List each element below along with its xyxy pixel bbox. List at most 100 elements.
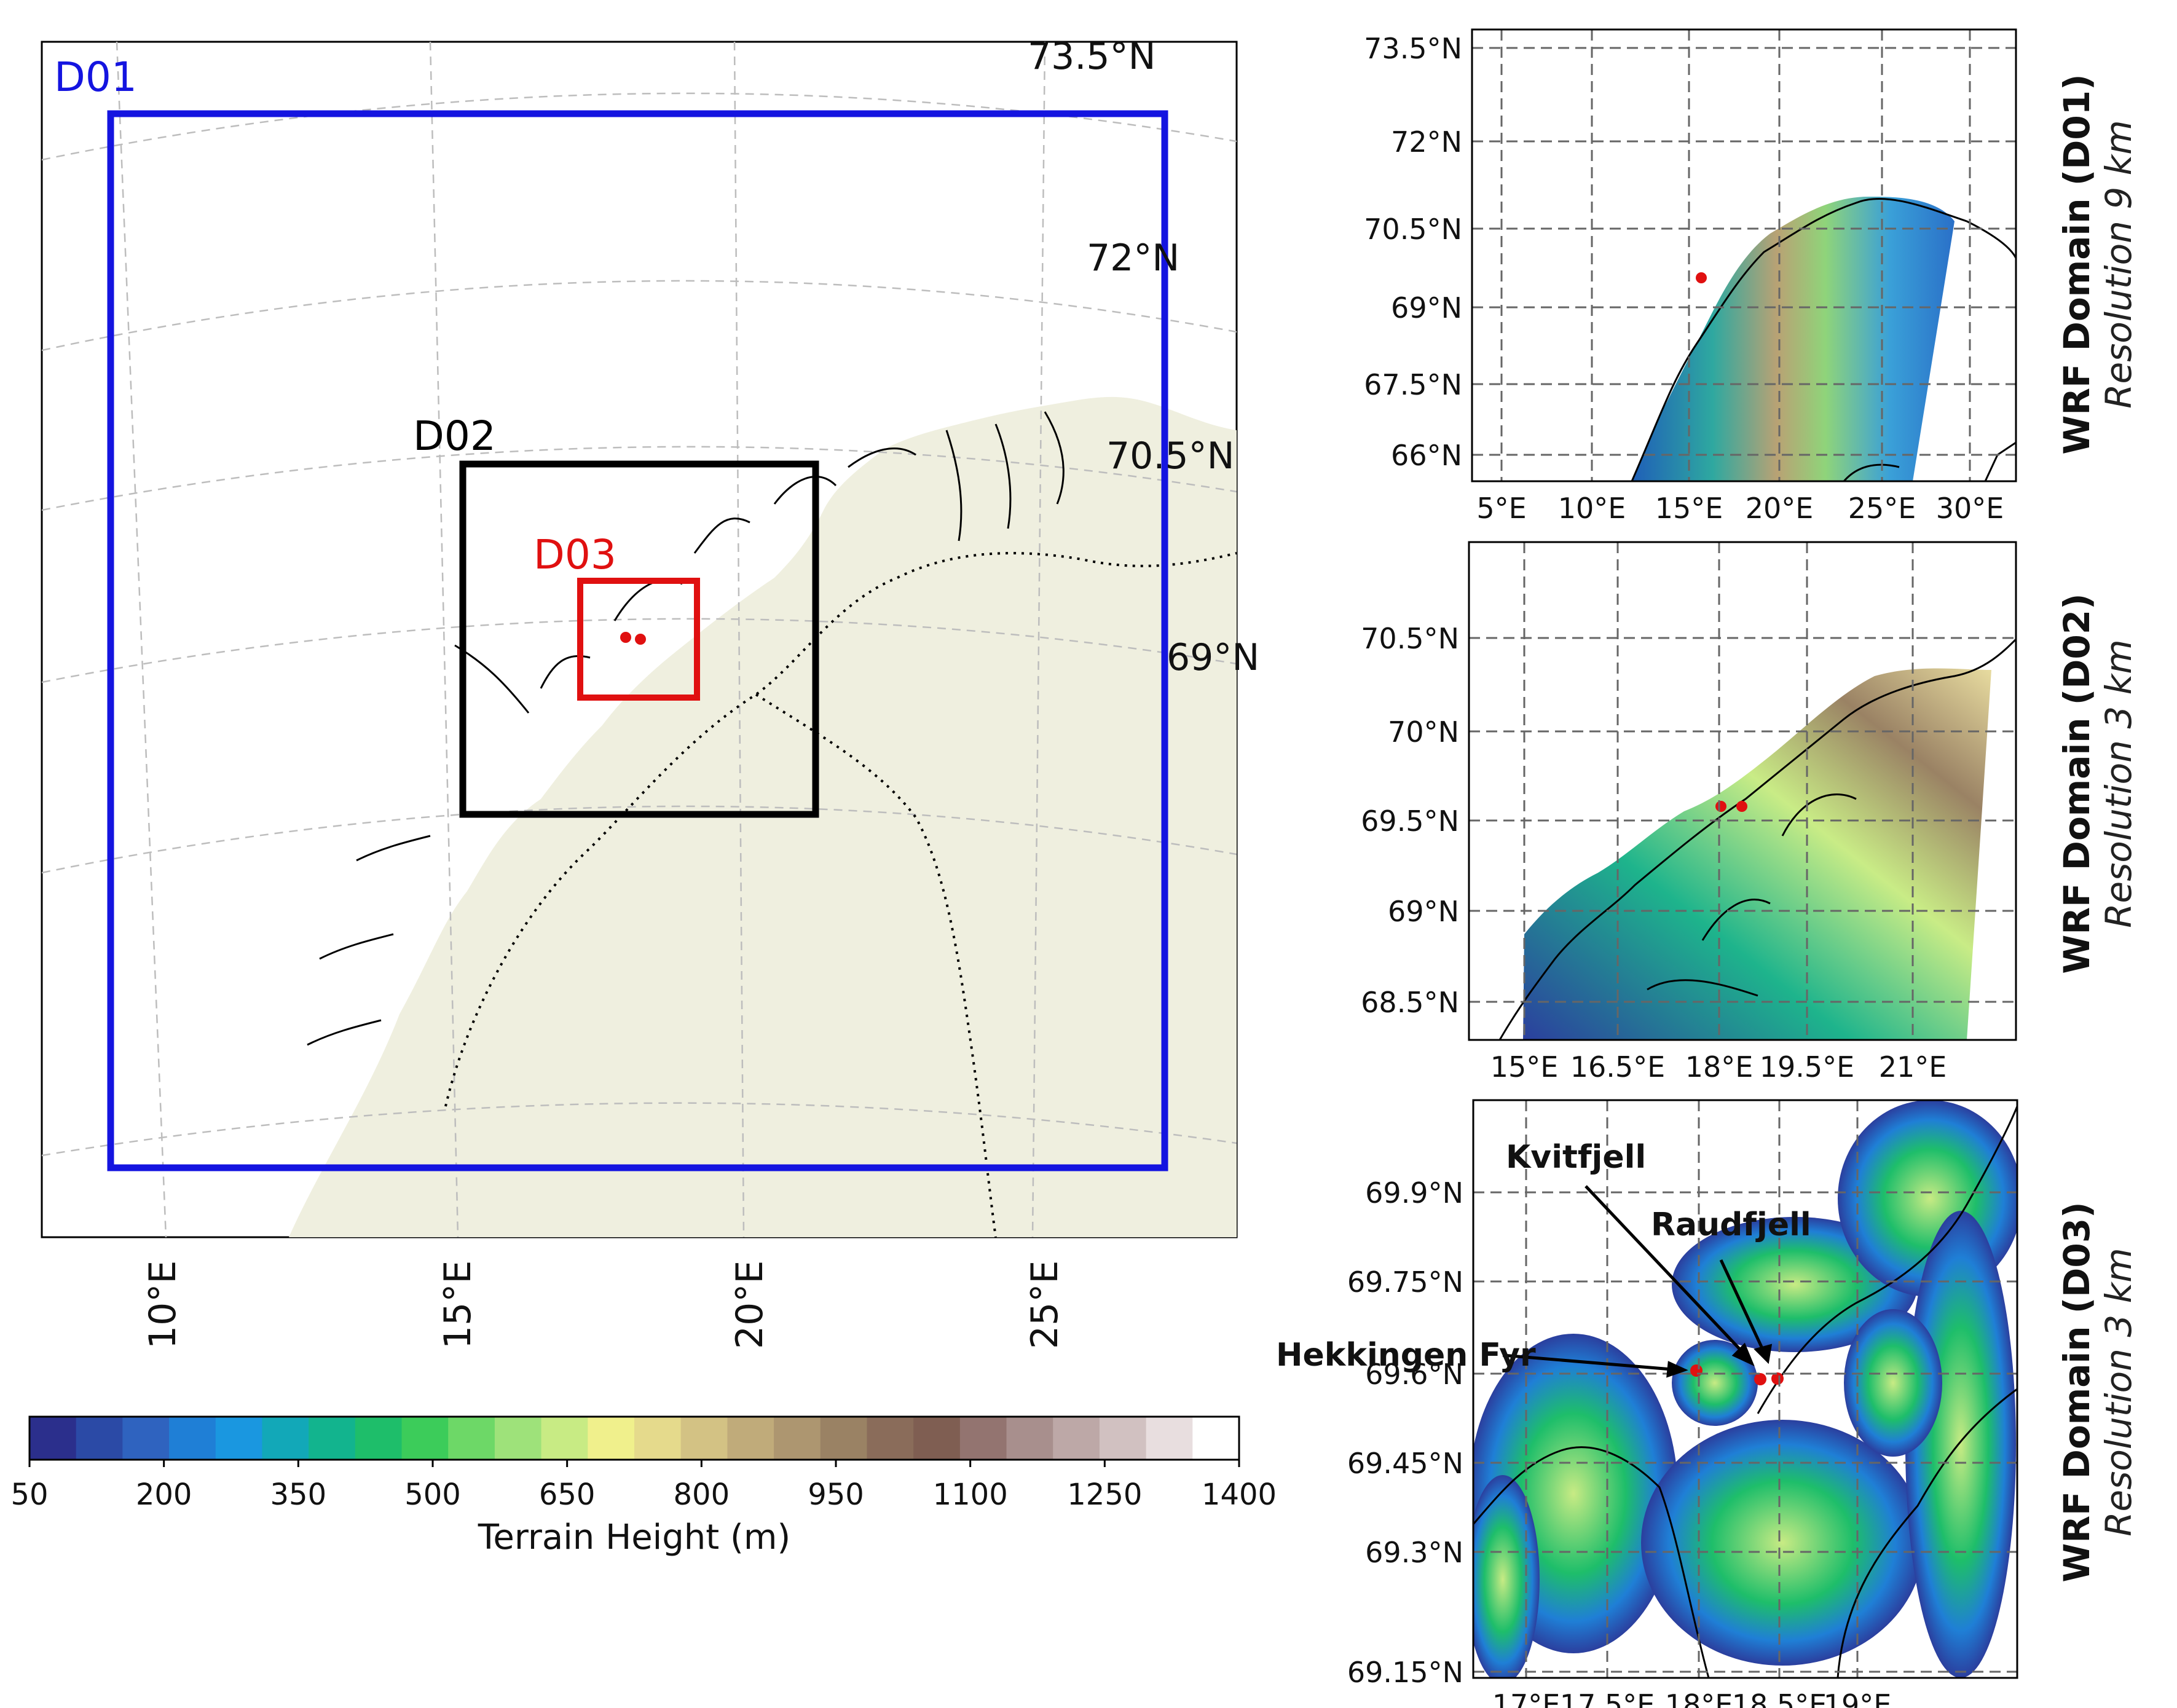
domain-label-d02: D02 (413, 412, 496, 460)
panel-lon-label: 18.5°E (1732, 1688, 1827, 1708)
colorbar-tick-label: 650 (539, 1478, 596, 1512)
colorbar-tick-label: 1250 (1067, 1478, 1142, 1512)
colorbar-label: Terrain Height (m) (478, 1517, 791, 1557)
colorbar-tick-label: 950 (808, 1478, 864, 1512)
colorbar-swatch (867, 1417, 914, 1460)
colorbar-swatch (959, 1417, 1007, 1460)
colorbar-swatch (1006, 1417, 1053, 1460)
panel-lon-label: 16.5°E (1570, 1050, 1666, 1084)
colorbar-swatch (541, 1417, 588, 1460)
site-marker (1696, 272, 1707, 283)
main-lon-label: 10°E (141, 1261, 184, 1349)
colorbar-swatch (76, 1417, 123, 1460)
site-label-raudfjell: Raudfjell (1651, 1206, 1811, 1243)
panel-lat-label: 70.5°N (1361, 622, 1459, 655)
colorbar-tick-label: 1400 (1202, 1478, 1277, 1512)
caption-resolution: Resolution 3 km (2098, 1248, 2140, 1537)
panel-lon-label: 19°E (1824, 1688, 1892, 1708)
panel-grid (1472, 30, 2016, 481)
colorbar-tick-label: 50 (10, 1478, 48, 1512)
colorbar-swatch (448, 1417, 495, 1460)
main-lat-label: 69°N (1167, 636, 1259, 679)
colorbar-swatch (215, 1417, 263, 1460)
colorbar-swatch (1192, 1417, 1240, 1460)
panel-lat-label: 72°N (1391, 125, 1462, 159)
panel-lon-label: 17.5°E (1560, 1688, 1655, 1708)
panel-lat-label: 66°N (1391, 439, 1462, 472)
main-lon-label: 20°E (728, 1261, 771, 1349)
caption-title: WRF Domain (D01) (2056, 74, 2098, 455)
colorbar-swatch (727, 1417, 774, 1460)
panel-lon-label: 17°E (1492, 1688, 1561, 1708)
main-lon-label: 25°E (1023, 1261, 1066, 1349)
colorbar-swatch (122, 1417, 170, 1460)
panel-lon-label: 18°E (1685, 1050, 1754, 1084)
colorbar-frame (28, 1415, 1240, 1461)
caption-title: WRF Domain (D02) (2056, 593, 2098, 974)
panel-lat-label: 69.9°N (1365, 1176, 1463, 1210)
panel-lon-label: 15°E (1490, 1050, 1559, 1084)
colorbar-swatch (588, 1417, 635, 1460)
site-marker (1736, 801, 1747, 812)
terrain-field-d01 (1632, 197, 1955, 481)
panel-lon-label: 19.5°E (1760, 1050, 1855, 1084)
domain-label-d03: D03 (533, 531, 616, 578)
panel-lat-label: 69.45°N (1347, 1447, 1463, 1480)
domain-box-d03 (577, 578, 700, 701)
panel-lat-label: 69.6°N (1365, 1358, 1463, 1391)
colorbar-swatch (494, 1417, 542, 1460)
colorbar-swatch (913, 1417, 961, 1460)
panel-lat-label: 69.5°N (1361, 805, 1459, 838)
panel-lat-label: 69°N (1391, 291, 1462, 325)
main-lat-label: 72°N (1087, 237, 1179, 280)
caption-resolution: Resolution 9 km (2098, 120, 2140, 409)
main-lat-label: 73.5°N (1028, 35, 1155, 78)
panel-lon-label: 30°E (1936, 492, 2004, 525)
panel-lon-label: 5°E (1476, 492, 1526, 525)
colorbar-swatches (30, 1417, 1240, 1460)
site-marker (1771, 1372, 1784, 1385)
borders (444, 552, 1237, 1237)
colorbar-swatch (634, 1417, 682, 1460)
panel-caption-d02: WRF Domain (D02) Resolution 3 km (2056, 569, 2148, 999)
colorbar-tick-label: 800 (674, 1478, 730, 1512)
colorbar-swatch (680, 1417, 728, 1460)
main-lon-label: 15°E (436, 1261, 479, 1349)
site-marker (1754, 1373, 1766, 1385)
panel-lat-label: 69.3°N (1365, 1536, 1463, 1569)
colorbar-tick-label: 350 (270, 1478, 327, 1512)
panel-caption-d01: WRF Domain (D01) Resolution 9 km (2056, 49, 2148, 479)
domain-box-d02 (459, 460, 819, 818)
site-marker (620, 632, 631, 643)
panel-d02: 70.5°N 70°N 69.5°N 69°N 68.5°N 15°E 16.5°E 18°E… (1361, 541, 2017, 1084)
colorbar-swatch (262, 1417, 309, 1460)
panel-caption-d03: WRF Domain (D03) Resolution 3 km (2056, 1177, 2148, 1607)
colorbar-swatch (401, 1417, 449, 1460)
panel-lat-label: 69.15°N (1347, 1656, 1463, 1689)
colorbar-tick-label: 1100 (933, 1478, 1008, 1512)
panel-lon-label: 10°E (1558, 492, 1626, 525)
panel-lat-label: 69.75°N (1347, 1265, 1463, 1299)
colorbar: 50 200 350 500 650 800 950 1100 1250 1400 Terrain… (10, 1415, 1277, 1557)
colorbar-tick-label: 500 (404, 1478, 461, 1512)
panel-lon-label: 15°E (1655, 492, 1723, 525)
colorbar-swatch (1099, 1417, 1147, 1460)
panel-lat-label: 70°N (1388, 715, 1459, 749)
colorbar-tick-label: 200 (136, 1478, 192, 1512)
site-marker (1690, 1364, 1703, 1377)
panel-lat-label: 68.5°N (1361, 986, 1459, 1019)
colorbar-swatch (774, 1417, 821, 1460)
panel-frame-d03 (1472, 1099, 2018, 1679)
colorbar-swatch (820, 1417, 868, 1460)
panel-d03: 69.9°N 69.75°N 69.6°N 69.45°N 69.3°N 69.15°N 1… (1276, 1099, 2018, 1708)
panel-lon-label: 21°E (1879, 1050, 1947, 1084)
colorbar-ticks: 50 200 350 500 650 800 950 1100 1250 1400 (10, 1460, 1277, 1512)
panel-frame-d02 (1468, 541, 2017, 1041)
terrain-field-d03 (1473, 1100, 2017, 1678)
panel-lat-label: 73.5°N (1364, 32, 1462, 65)
colorbar-swatch (355, 1417, 403, 1460)
colorbar-swatch (30, 1417, 77, 1460)
colorbar-swatch (309, 1417, 356, 1460)
colorbar-swatch (1053, 1417, 1100, 1460)
